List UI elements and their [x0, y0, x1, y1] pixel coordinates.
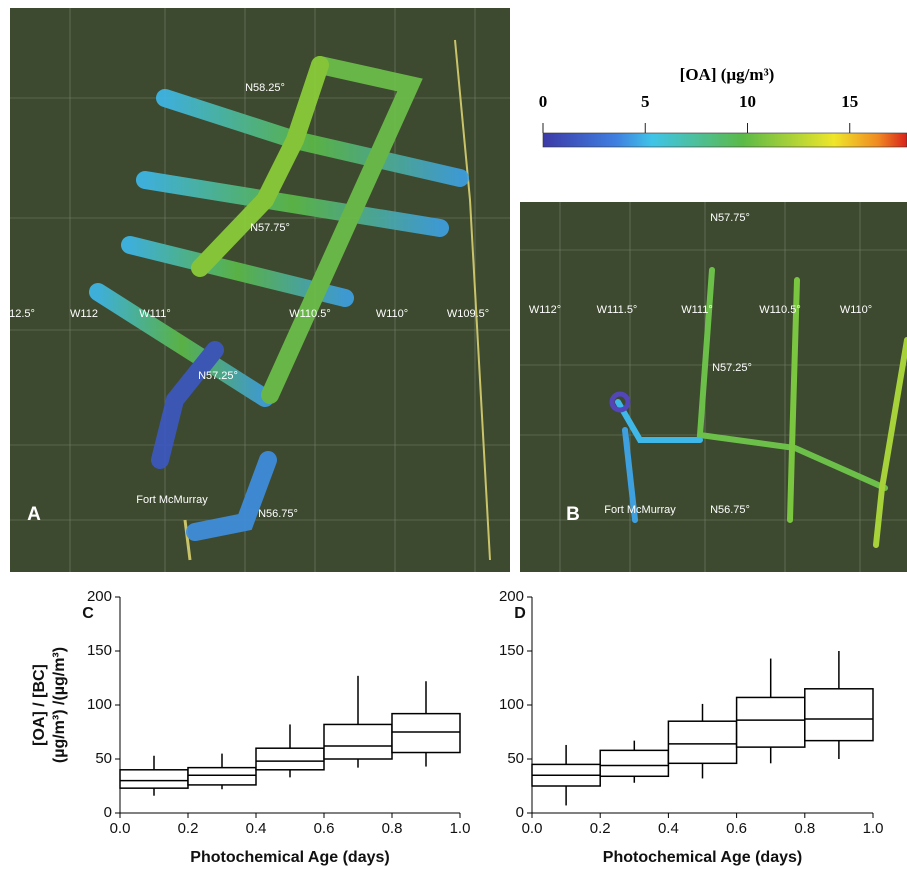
box	[323, 723, 393, 760]
y-tick-label: 100	[87, 696, 112, 713]
map-label: 12.5°	[9, 308, 35, 320]
x-tick-label: 0.6	[726, 820, 747, 837]
x-axis-title: Photochemical Age (days)	[190, 849, 389, 866]
colorbar-tick-label: 10	[739, 92, 756, 111]
colorbar-title: [OA] (µg/m³)	[680, 65, 775, 84]
x-tick-label: 0.6	[314, 820, 335, 837]
y-tick-label: 0	[516, 804, 524, 821]
y-tick-label: 100	[499, 696, 524, 713]
map-b	[520, 202, 907, 572]
y-axis-title: [OA] / [BC]	[31, 664, 48, 746]
map-label: N57.25°	[712, 362, 752, 374]
y-tick-label: 150	[87, 642, 112, 659]
map-label: W110.5°	[759, 304, 801, 316]
y-tick-label: 50	[507, 750, 524, 767]
map-label: Fort McMurray	[604, 504, 676, 516]
box	[599, 749, 670, 778]
colorbar-tick-label: 15	[841, 92, 858, 111]
map-label: N57.25°	[198, 370, 238, 382]
y-tick-label: 200	[499, 588, 524, 605]
map-label: N57.75°	[250, 222, 290, 234]
x-tick-label: 0.2	[590, 820, 611, 837]
box	[735, 696, 806, 748]
map-label: W112°	[529, 304, 561, 316]
y-tick-label: 0	[104, 804, 112, 821]
colorbar-tick-label: 0	[539, 92, 548, 111]
map-label: W111°	[139, 308, 171, 320]
map-label: W111°	[681, 304, 713, 316]
map-label: W110.5°	[289, 308, 331, 320]
x-tick-label: 0.0	[522, 820, 543, 837]
y-tick-label: 50	[95, 750, 112, 767]
box	[119, 769, 189, 789]
map-label: Fort McMurray	[136, 494, 208, 506]
panel-letter: C	[82, 605, 94, 622]
x-tick-label: 0.8	[382, 820, 403, 837]
x-tick-label: 0.0	[110, 820, 131, 837]
map-label: W111.5°	[597, 304, 638, 316]
box	[391, 712, 461, 754]
map-label: W110°	[376, 308, 408, 320]
panel-letter: B	[566, 504, 580, 525]
map-label: W109.5°	[447, 308, 489, 320]
x-tick-label: 0.4	[658, 820, 679, 837]
colorbar	[542, 132, 907, 148]
y-axis-title: (µg/m³) /(µg/m³)	[51, 647, 68, 763]
panel-letter: D	[514, 605, 526, 622]
panel-letter: A	[27, 504, 41, 525]
map-label: W110°	[840, 304, 872, 316]
x-tick-label: 0.2	[178, 820, 199, 837]
x-tick-label: 0.8	[794, 820, 815, 837]
map-label: N57.75°	[710, 212, 750, 224]
x-tick-label: 0.4	[246, 820, 267, 837]
colorbar-tick-label: 5	[641, 92, 650, 111]
x-axis-title: Photochemical Age (days)	[603, 849, 802, 866]
box	[804, 688, 874, 742]
map-a	[10, 8, 510, 572]
y-tick-label: 200	[87, 588, 112, 605]
y-tick-label: 150	[499, 642, 524, 659]
map-label: N56.75°	[258, 508, 298, 520]
map-label: N58.25°	[245, 82, 285, 94]
x-tick-label: 1.0	[863, 820, 884, 837]
x-tick-label: 1.0	[450, 820, 471, 837]
map-label: W112	[70, 308, 98, 320]
box	[187, 766, 257, 786]
map-label: N56.75°	[710, 504, 750, 516]
box	[667, 720, 738, 765]
box	[255, 747, 325, 771]
